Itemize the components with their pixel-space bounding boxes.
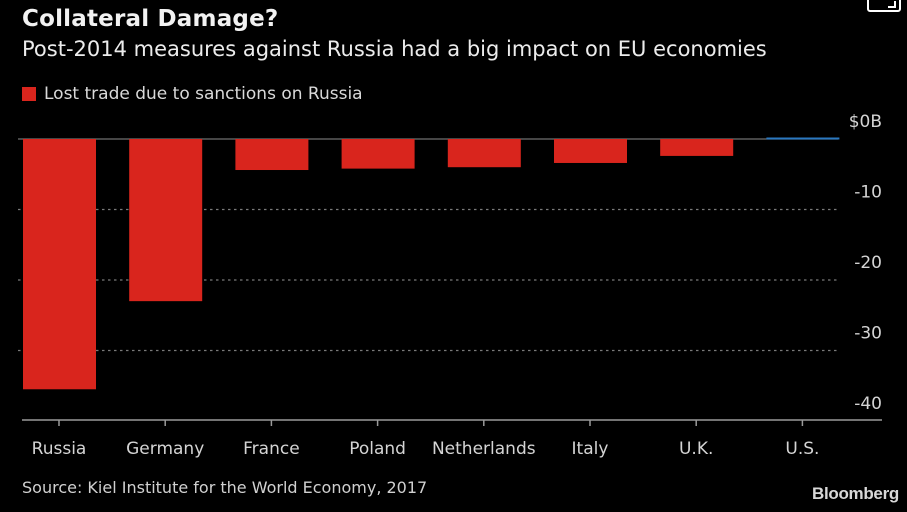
x-tick-label: U.K.: [679, 439, 713, 459]
x-tick-label: Germany: [126, 439, 204, 459]
x-axis: Russia Germany France Poland Netherlands Ital…: [22, 419, 882, 459]
x-tick-label: France: [243, 439, 300, 459]
bar-russia: [23, 139, 96, 390]
bar-us: [766, 137, 840, 140]
legend-swatch: [22, 87, 36, 101]
legend-label: Lost trade due to sanctions on Russia: [44, 84, 363, 104]
expand-icon[interactable]: [867, 0, 901, 12]
x-tick-label: U.S.: [785, 439, 819, 459]
bar-poland: [341, 139, 415, 169]
bar-germany: [129, 139, 203, 302]
y-tick-label: -30: [854, 324, 882, 344]
bar-uk: [660, 139, 734, 156]
chart-title: Collateral Damage?: [22, 6, 279, 32]
x-tick-label: Russia: [32, 439, 87, 459]
y-tick-label: -10: [854, 183, 882, 203]
x-tick-label: Netherlands: [432, 439, 536, 459]
y-tick-label: -40: [854, 394, 882, 414]
y-axis-ticks: $0B -10 -20 -30 -40: [849, 112, 882, 414]
source-note: Source: Kiel Institute for the World Eco…: [22, 478, 428, 497]
bar-france: [235, 139, 309, 171]
x-tick-label: Poland: [349, 439, 406, 459]
y-tick-label: -20: [854, 253, 882, 273]
bar-italy: [554, 139, 627, 163]
chart-subtitle: Post-2014 measures against Russia had a …: [22, 37, 767, 61]
x-tick-label: Italy: [572, 439, 609, 459]
legend: Lost trade due to sanctions on Russia: [22, 84, 363, 104]
bars: [23, 137, 840, 390]
bar-netherlands: [447, 139, 521, 168]
bloomberg-logo: Bloomberg: [811, 484, 899, 503]
y-tick-label: $0B: [849, 112, 882, 132]
